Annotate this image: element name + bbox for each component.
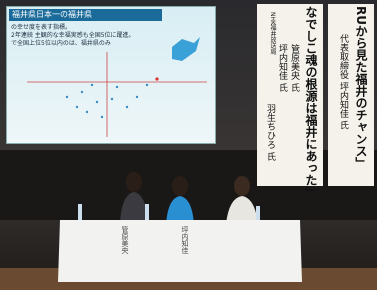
person [226, 176, 258, 224]
photo: 福井県日本一の福井県 の幸せ度を表す指標。 2年連続 主観的な幸福実感も全国5位… [0, 0, 377, 290]
name-card: 坪内知佳 [180, 226, 190, 254]
person [166, 176, 194, 224]
bottle [78, 204, 82, 220]
bottle [256, 206, 260, 220]
person [120, 172, 148, 222]
name-card: 管原美央 [120, 226, 130, 254]
bottle [145, 204, 149, 220]
